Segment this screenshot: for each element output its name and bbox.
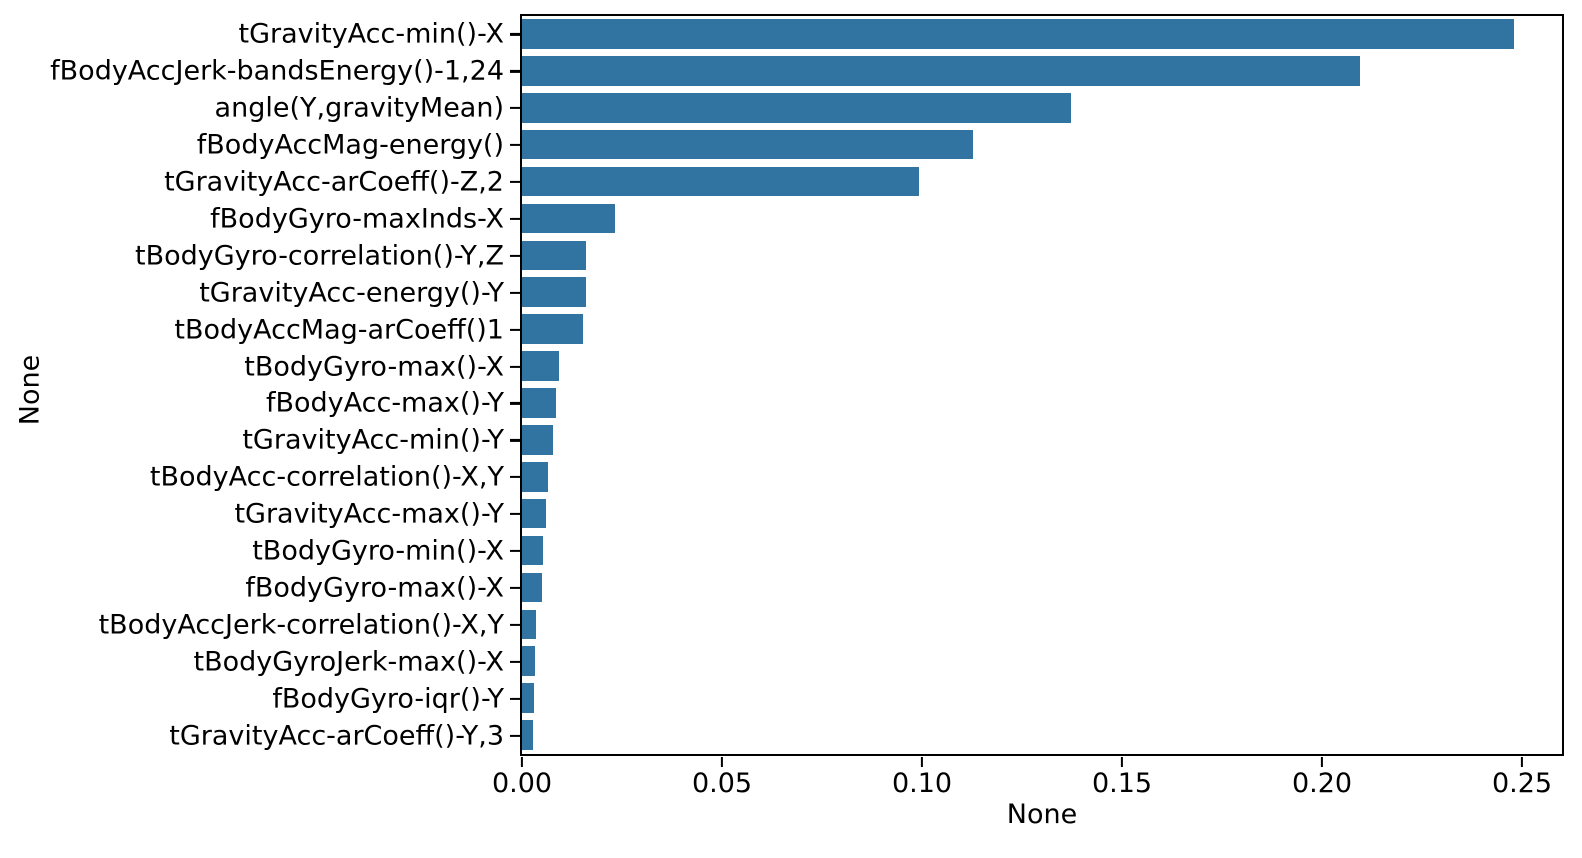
ytick-mark-4: [509, 180, 520, 184]
ytick-label-6: tBodyGyro-correlation()-Y,Z: [135, 240, 504, 272]
bar-16: [521, 609, 537, 640]
ytick-label-0: tGravityAcc-min()-X: [238, 18, 504, 50]
xtick-mark-1: [720, 756, 724, 767]
ytick-label-19: tGravityAcc-arCoeff()-Y,3: [169, 720, 504, 752]
bar-3: [521, 129, 973, 160]
bar-4: [521, 166, 919, 197]
ytick-mark-12: [509, 476, 520, 479]
ytick-label-7: tGravityAcc-energy()-Y: [199, 277, 504, 309]
ytick-mark-17: [509, 660, 520, 663]
xtick-label-3: 0.15: [1091, 768, 1153, 799]
xtick-label-4: 0.20: [1291, 768, 1353, 799]
ytick-label-1: fBodyAccJerk-bandsEnergy()-1,24: [50, 55, 504, 87]
bar-11: [521, 425, 554, 455]
ytick-label-15: fBodyGyro-max()-X: [245, 572, 504, 604]
ytick-mark-16: [509, 623, 520, 626]
ytick-label-9: tBodyGyro-max()-X: [244, 351, 504, 383]
xtick-mark-2: [920, 756, 924, 767]
bar-7: [521, 277, 586, 307]
bar-14: [521, 535, 543, 566]
ytick-mark-15: [509, 586, 520, 590]
ytick-mark-0: [509, 33, 520, 36]
ytick-mark-13: [509, 513, 520, 516]
ytick-mark-9: [509, 365, 520, 368]
bar-0: [521, 19, 1514, 49]
ytick-mark-6: [509, 254, 520, 257]
bar-13: [521, 498, 546, 529]
bar-12: [521, 461, 548, 492]
ytick-label-16: tBodyAccJerk-correlation()-X,Y: [98, 609, 504, 641]
ytick-mark-18: [509, 697, 520, 700]
ytick-label-3: fBodyAccMag-energy(): [196, 129, 504, 161]
bar-6: [521, 240, 586, 271]
ytick-mark-7: [509, 291, 520, 294]
plot-area: [519, 13, 1564, 756]
ytick-label-4: tGravityAcc-arCoeff()-Z,2: [164, 166, 504, 198]
ytick-mark-14: [509, 549, 520, 553]
bar-9: [521, 351, 559, 381]
bar-15: [521, 572, 542, 603]
xtick-mark-5: [1520, 756, 1524, 767]
ytick-label-13: tGravityAcc-max()-Y: [234, 498, 504, 530]
ytick-mark-1: [509, 70, 520, 73]
xtick-mark-3: [1120, 756, 1124, 767]
bar-2: [521, 92, 1071, 123]
ytick-label-14: tBodyGyro-min()-X: [252, 535, 504, 567]
ytick-mark-5: [509, 217, 520, 221]
ytick-mark-19: [509, 734, 520, 737]
ytick-label-18: fBodyGyro-iqr()-Y: [272, 683, 504, 715]
bar-8: [521, 314, 583, 344]
x-axis-title: None: [1006, 799, 1078, 830]
ytick-mark-10: [509, 402, 520, 405]
ytick-label-8: tBodyAccMag-arCoeff()1: [174, 314, 504, 346]
bar-17: [521, 646, 535, 676]
bar-10: [521, 388, 556, 418]
ytick-label-5: fBodyGyro-maxInds-X: [210, 203, 504, 235]
ytick-label-17: tBodyGyroJerk-max()-X: [193, 646, 504, 678]
ytick-mark-2: [509, 107, 520, 110]
ytick-label-2: angle(Y,gravityMean): [214, 92, 504, 124]
xtick-mark-0: [520, 756, 524, 767]
xtick-label-2: 0.10: [891, 768, 953, 799]
xtick-label-0: 0.00: [491, 768, 553, 799]
xtick-label-1: 0.05: [691, 768, 753, 799]
bar-19: [521, 720, 533, 750]
bar-18: [521, 683, 535, 713]
ytick-label-11: tGravityAcc-min()-Y: [242, 424, 504, 456]
bar-1: [521, 56, 1360, 86]
ytick-label-10: fBodyAcc-max()-Y: [265, 387, 504, 419]
ytick-mark-11: [509, 439, 520, 442]
ytick-label-12: tBodyAcc-correlation()-X,Y: [149, 461, 504, 493]
bar-5: [521, 203, 615, 234]
xtick-mark-4: [1320, 756, 1324, 767]
xtick-label-5: 0.25: [1491, 768, 1553, 799]
ytick-mark-3: [509, 144, 520, 147]
ytick-mark-8: [509, 328, 520, 331]
